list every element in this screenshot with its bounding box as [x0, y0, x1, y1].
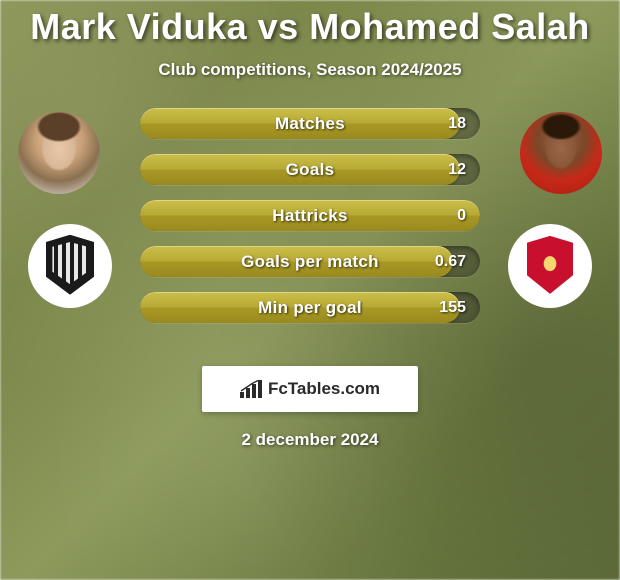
stat-label: Matches — [140, 108, 480, 139]
stat-value: 155 — [439, 292, 466, 323]
stat-label: Hattricks — [140, 200, 480, 231]
stat-row: Goals per match0.67 — [140, 246, 480, 277]
watermark-logo: FcTables.com — [240, 379, 380, 399]
stat-label: Goals per match — [140, 246, 480, 277]
watermark-text: FcTables.com — [268, 379, 380, 399]
stat-value: 12 — [448, 154, 466, 185]
watermark[interactable]: FcTables.com — [202, 366, 418, 412]
main-area: Matches18 Goals12 Hattricks0 Goals per matc… — [0, 108, 620, 348]
club-right-crest — [508, 224, 592, 308]
stat-bars: Matches18 Goals12 Hattricks0 Goals per matc… — [140, 108, 480, 338]
snapshot-date: 2 december 2024 — [0, 430, 620, 450]
stat-label: Min per goal — [140, 292, 480, 323]
watermark-label: FcTables.com — [268, 379, 380, 398]
stat-row: Goals12 — [140, 154, 480, 185]
player-left-avatar — [18, 112, 100, 194]
stat-value: 18 — [448, 108, 466, 139]
subtitle: Club competitions, Season 2024/2025 — [0, 60, 620, 80]
page-title: Mark Viduka vs Mohamed Salah — [0, 6, 620, 48]
stat-label: Goals — [140, 154, 480, 185]
club-left-crest — [28, 224, 112, 308]
stat-row: Min per goal155 — [140, 292, 480, 323]
stat-row: Matches18 — [140, 108, 480, 139]
player-right-avatar — [520, 112, 602, 194]
comparison-card: Mark Viduka vs Mohamed Salah Club compet… — [0, 0, 620, 580]
stat-value: 0.67 — [435, 246, 466, 277]
bars-icon — [240, 380, 262, 398]
stat-row: Hattricks0 — [140, 200, 480, 231]
stat-value: 0 — [457, 200, 466, 231]
